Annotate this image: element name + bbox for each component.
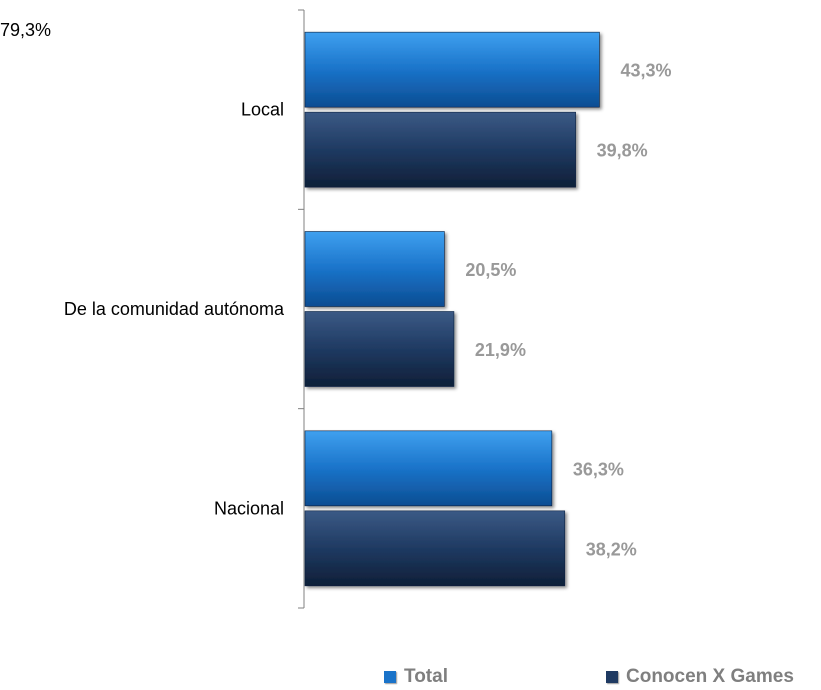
bar-total: [304, 31, 600, 108]
cropped-value-label: 79,3%: [0, 20, 52, 40]
data-labels: 43,3% 39,8% 20,5% 21,9% 36,3% 38,2%: [465, 61, 671, 560]
data-label: 38,2%: [586, 539, 637, 559]
legend-label-conocen: Conocen X Games: [626, 666, 794, 687]
category-labels: Local De la comunidad autónoma Nacional: [64, 100, 285, 519]
bar-conocen: [304, 510, 566, 587]
data-label: 43,3%: [620, 61, 671, 81]
bar-conocen: [304, 311, 455, 387]
legend-label-total: Total: [404, 666, 448, 687]
data-label: 36,3%: [573, 459, 624, 479]
y-axis: [298, 9, 305, 609]
category-label: Local: [241, 100, 284, 120]
data-label: 21,9%: [475, 340, 526, 360]
data-label: 39,8%: [597, 141, 648, 161]
legend-item-total: Total: [384, 666, 448, 688]
legend-swatch-total: [384, 671, 396, 683]
legend-swatch-conocen: [606, 671, 618, 683]
bar-chart: Local De la comunidad autónoma Nacional 43…: [64, 9, 671, 609]
category-label: De la comunidad autónoma: [64, 299, 285, 319]
bar-total: [304, 430, 553, 507]
data-label: 20,5%: [465, 260, 516, 280]
legend: Total Conocen X Games: [0, 666, 821, 690]
bar-total: [304, 231, 445, 307]
bar-conocen: [304, 111, 576, 188]
category-label: Nacional: [214, 498, 284, 518]
bars: [304, 31, 600, 587]
legend-item-conocen: Conocen X Games: [606, 666, 794, 688]
